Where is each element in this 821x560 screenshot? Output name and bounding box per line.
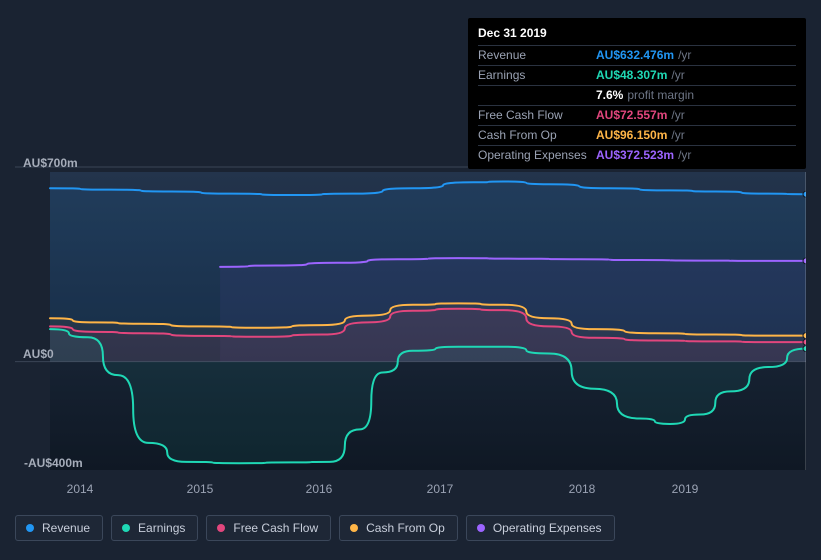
tooltip-row-label: Revenue: [478, 48, 596, 63]
x-tick-label: 2017: [427, 482, 454, 496]
tooltip-row: EarningsAU$48.307m/yr: [478, 65, 796, 85]
legend-swatch: [217, 524, 225, 532]
legend-label: Revenue: [42, 521, 90, 535]
tooltip-row-suffix: /yr: [671, 68, 684, 83]
tooltip-row: Cash From OpAU$96.150m/yr: [478, 125, 796, 145]
y-bottom-label: -AU$400m: [24, 456, 83, 470]
legend-swatch: [26, 524, 34, 532]
tooltip-row: Free Cash FlowAU$72.557m/yr: [478, 105, 796, 125]
legend-item[interactable]: Free Cash Flow: [206, 515, 331, 541]
legend-label: Free Cash Flow: [233, 521, 318, 535]
tooltip-row-value: 7.6%: [596, 88, 623, 103]
y-top-label: AU$700m: [23, 156, 78, 170]
tooltip-row-suffix: /yr: [671, 128, 684, 143]
tooltip-row-value: AU$632.476m: [596, 48, 674, 63]
legend: Revenue Earnings Free Cash Flow Cash From O…: [15, 515, 615, 541]
tooltip-row-suffix: /yr: [671, 108, 684, 123]
tooltip-row-value: AU$48.307m: [596, 68, 667, 83]
tooltip-row: RevenueAU$632.476m/yr: [478, 45, 796, 65]
x-axis: 2014 2015 2016 2017 2018 2019: [15, 482, 806, 498]
tooltip-row-label: Free Cash Flow: [478, 108, 596, 123]
legend-item[interactable]: Cash From Op: [339, 515, 458, 541]
legend-label: Earnings: [138, 521, 185, 535]
tooltip-row-value: AU$72.557m: [596, 108, 667, 123]
tooltip-row-label: Cash From Op: [478, 128, 596, 143]
legend-label: Cash From Op: [366, 521, 445, 535]
legend-label: Operating Expenses: [493, 521, 602, 535]
x-tick-label: 2019: [672, 482, 699, 496]
tooltip-date: Dec 31 2019: [478, 24, 796, 45]
tooltip-row-suffix: /yr: [678, 48, 691, 63]
tooltip-row-suffix: /yr: [678, 148, 691, 163]
legend-item[interactable]: Revenue: [15, 515, 103, 541]
x-tick-label: 2016: [306, 482, 333, 496]
legend-swatch: [350, 524, 358, 532]
x-tick-label: 2015: [187, 482, 214, 496]
tooltip-row-value: AU$372.523m: [596, 148, 674, 163]
legend-swatch: [477, 524, 485, 532]
x-tick-label: 2018: [569, 482, 596, 496]
legend-item[interactable]: Earnings: [111, 515, 198, 541]
hover-tooltip: Dec 31 2019 RevenueAU$632.476m/yrEarning…: [468, 18, 806, 169]
tooltip-row-label: Earnings: [478, 68, 596, 83]
tooltip-row: 7.6% profit margin: [478, 85, 796, 105]
chart-area[interactable]: [15, 155, 806, 470]
tooltip-row-value: AU$96.150m: [596, 128, 667, 143]
tooltip-row-label: Operating Expenses: [478, 148, 596, 163]
legend-item[interactable]: Operating Expenses: [466, 515, 615, 541]
x-tick-label: 2014: [67, 482, 94, 496]
legend-swatch: [122, 524, 130, 532]
y-zero-label: AU$0: [23, 347, 54, 361]
tooltip-row: Operating ExpensesAU$372.523m/yr: [478, 145, 796, 165]
tooltip-row-suffix: profit margin: [627, 88, 694, 103]
